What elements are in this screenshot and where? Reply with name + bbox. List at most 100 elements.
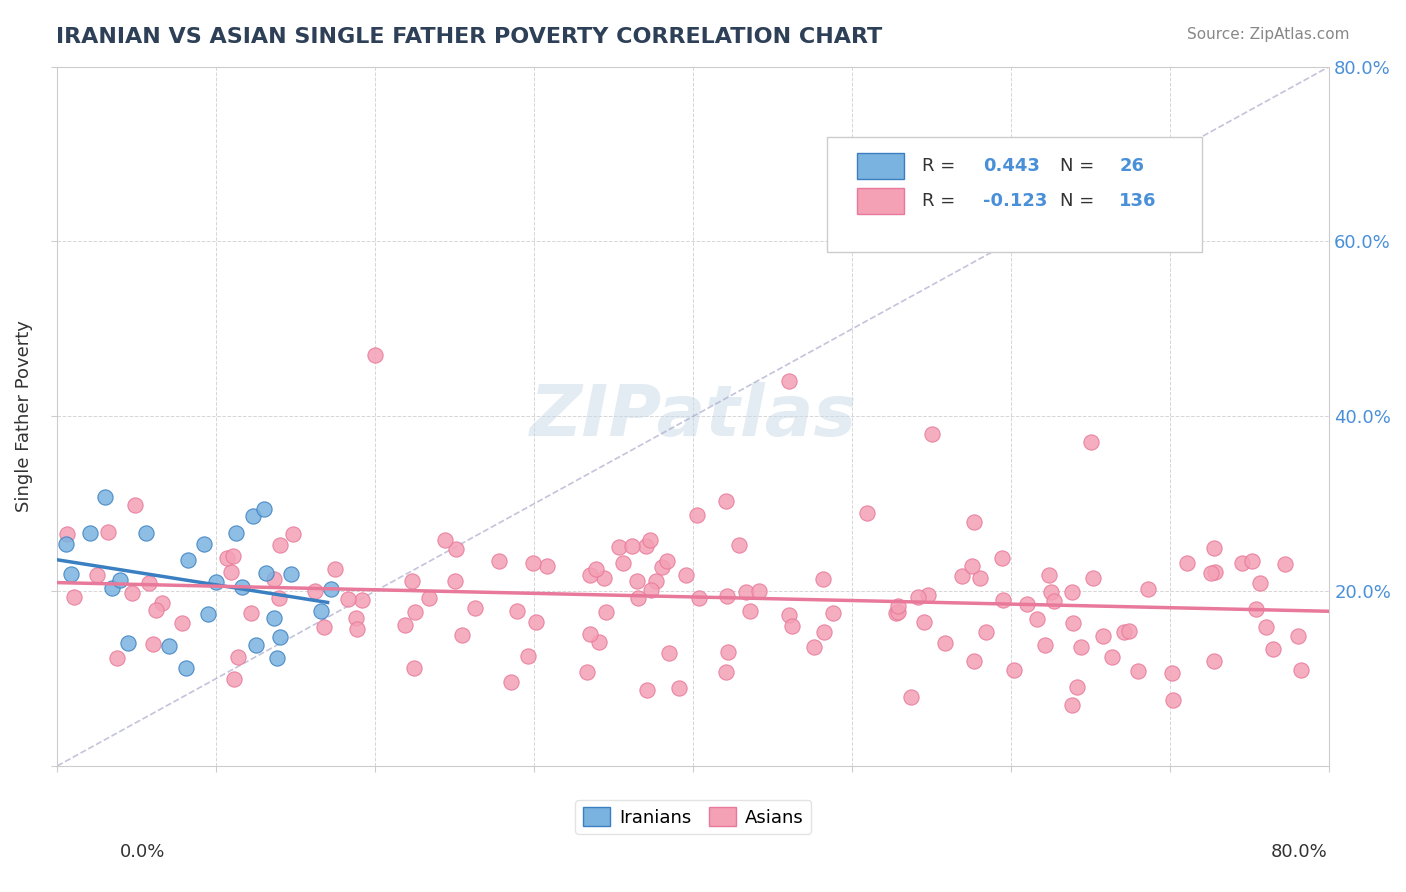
Point: [1060, 698, 1083, 713]
Point: [609, 541, 631, 555]
Point: [86, 567, 108, 582]
Point: [418, 591, 440, 606]
Point: [658, 646, 681, 660]
Point: [1043, 594, 1066, 608]
Point: [960, 558, 983, 573]
Point: [1015, 597, 1038, 611]
Point: [1062, 585, 1084, 599]
Point: [1175, 557, 1198, 571]
Point: [585, 562, 607, 576]
Point: [974, 625, 997, 640]
Point: [1101, 650, 1123, 665]
Point: [225, 526, 247, 541]
Point: [1040, 584, 1063, 599]
Point: [193, 537, 215, 551]
Point: [717, 644, 740, 658]
Point: [217, 550, 239, 565]
Point: [1274, 558, 1296, 572]
Point: [253, 502, 276, 516]
Point: [174, 660, 197, 674]
Point: [950, 569, 973, 583]
Point: [222, 549, 245, 564]
Point: [675, 568, 697, 582]
Point: [887, 605, 910, 619]
Point: [823, 606, 845, 620]
Y-axis label: Single Father Poverty: Single Father Poverty: [15, 320, 32, 512]
Point: [55, 536, 77, 550]
FancyBboxPatch shape: [827, 136, 1202, 252]
Point: [269, 538, 291, 552]
Point: [263, 610, 285, 624]
Point: [240, 606, 263, 620]
Point: [595, 605, 617, 619]
Text: IRANIAN VS ASIAN SINGLE FATHER POVERTY CORRELATION CHART: IRANIAN VS ASIAN SINGLE FATHER POVERTY C…: [56, 27, 883, 46]
Point: [1286, 629, 1309, 643]
Point: [488, 554, 510, 568]
Text: 26: 26: [1119, 157, 1144, 175]
Point: [364, 348, 387, 362]
Point: [668, 681, 690, 696]
Point: [266, 651, 288, 665]
Point: [145, 603, 167, 617]
Point: [97, 525, 120, 540]
Point: [735, 584, 758, 599]
Text: N =: N =: [1060, 157, 1099, 175]
Point: [346, 622, 368, 636]
Point: [1080, 435, 1102, 450]
Legend: Iranians, Asians: Iranians, Asians: [575, 800, 811, 834]
Text: 0.0%: 0.0%: [120, 843, 165, 861]
Point: [1163, 692, 1185, 706]
Point: [588, 635, 610, 649]
Point: [323, 562, 346, 576]
Point: [780, 619, 803, 633]
Point: [813, 624, 835, 639]
Point: [352, 592, 374, 607]
Point: [1038, 568, 1060, 582]
Text: Source: ZipAtlas.com: Source: ZipAtlas.com: [1187, 27, 1350, 42]
Point: [620, 539, 643, 553]
Point: [464, 600, 486, 615]
Point: [269, 630, 291, 644]
Point: [627, 591, 650, 605]
Point: [245, 639, 267, 653]
Point: [1025, 612, 1047, 626]
Point: [716, 589, 738, 603]
Point: [516, 649, 538, 664]
Point: [451, 628, 474, 642]
Point: [157, 640, 180, 654]
Point: [433, 533, 456, 548]
Point: [170, 616, 193, 631]
Point: [934, 636, 956, 650]
Point: [394, 618, 416, 632]
Text: ZIPatlas: ZIPatlas: [530, 382, 858, 450]
Point: [686, 508, 709, 523]
Point: [645, 574, 668, 588]
Point: [150, 596, 173, 610]
Point: [254, 566, 277, 580]
FancyBboxPatch shape: [858, 188, 904, 214]
Point: [1204, 654, 1226, 668]
Point: [651, 560, 673, 574]
Point: [94, 491, 117, 505]
Text: R =: R =: [922, 192, 962, 211]
Point: [612, 556, 634, 570]
Point: [1114, 625, 1136, 640]
Point: [226, 649, 249, 664]
Point: [505, 604, 527, 618]
Point: [1081, 571, 1104, 585]
Point: [267, 591, 290, 606]
Point: [856, 506, 879, 520]
Point: [404, 661, 426, 675]
Point: [138, 576, 160, 591]
Point: [991, 592, 1014, 607]
Point: [1066, 681, 1088, 695]
Point: [1249, 576, 1271, 591]
Point: [578, 567, 600, 582]
Point: [578, 626, 600, 640]
Point: [304, 584, 326, 599]
Point: [60, 567, 83, 582]
FancyBboxPatch shape: [858, 153, 904, 179]
Point: [634, 539, 657, 553]
Point: [900, 690, 922, 705]
Point: [640, 533, 662, 547]
